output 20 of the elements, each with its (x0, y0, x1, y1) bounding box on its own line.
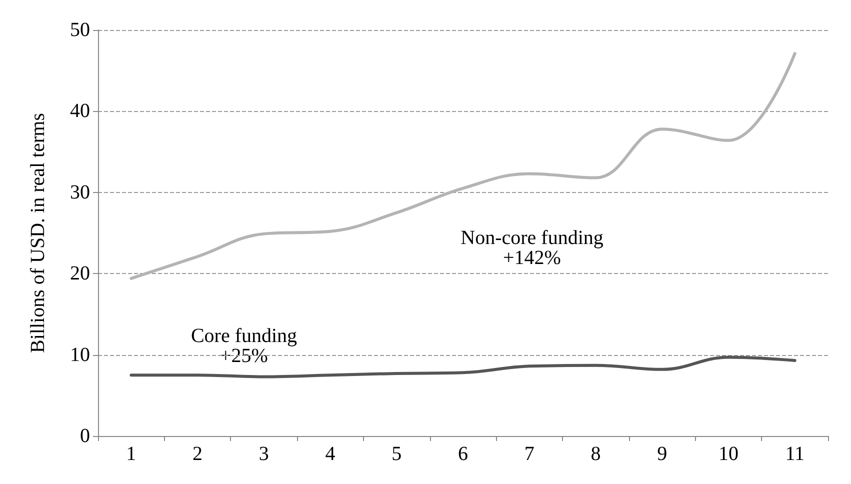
x-tick-label: 8 (590, 443, 601, 465)
annotation: Non-core funding +142% (460, 227, 604, 269)
x-tick-label: 2 (192, 443, 203, 465)
line-series (130, 52, 796, 280)
y-axis-title: Billions of USD. in real terms (27, 112, 49, 353)
y-tick-label: 10 (70, 344, 90, 366)
x-tick-label: 9 (657, 443, 668, 465)
y-tick-label: 40 (70, 100, 90, 122)
x-tick-label: 7 (524, 443, 534, 465)
y-tick-label: 50 (70, 19, 90, 41)
x-tick-label: 6 (458, 443, 468, 465)
y-tick-label: 30 (70, 181, 90, 204)
y-tick-label: 0 (80, 425, 90, 447)
x-tick-label: 4 (325, 443, 336, 465)
x-tick-label: 3 (258, 443, 269, 465)
x-tick-label: 1 (126, 443, 136, 465)
x-tick-label: 5 (392, 443, 402, 465)
x-tick-label: 11 (785, 443, 804, 465)
x-tick-label: 10 (718, 443, 738, 465)
y-tick-label: 20 (70, 262, 90, 285)
